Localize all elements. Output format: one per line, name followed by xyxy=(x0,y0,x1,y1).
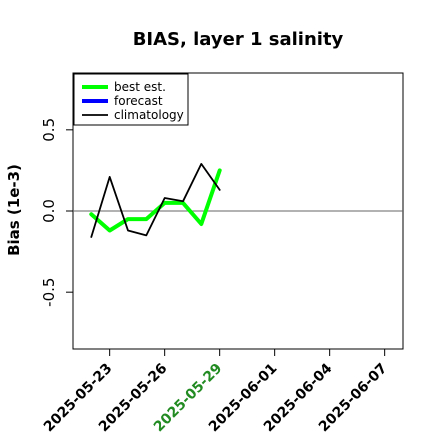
series-line-best-est xyxy=(89,168,222,233)
legend-label-forecast: forecast xyxy=(114,94,163,108)
y-axis: -0.5 0.0 0.5 xyxy=(40,118,73,307)
legend-label-best-est: best est. xyxy=(114,80,166,94)
y-axis-label: Bias (1e-3) xyxy=(5,164,23,256)
y-tick-label: -0.5 xyxy=(40,278,58,307)
chart-title: BIAS, layer 1 salinity xyxy=(133,29,344,50)
y-tick-label: 0.0 xyxy=(40,199,58,223)
series-layer xyxy=(89,162,222,238)
legend-label-climatology: climatology xyxy=(114,108,184,122)
series-line-climatology xyxy=(90,162,221,238)
x-axis: 2025-05-232025-05-262025-05-292025-06-01… xyxy=(41,349,390,435)
y-tick-label: 0.5 xyxy=(40,118,58,142)
